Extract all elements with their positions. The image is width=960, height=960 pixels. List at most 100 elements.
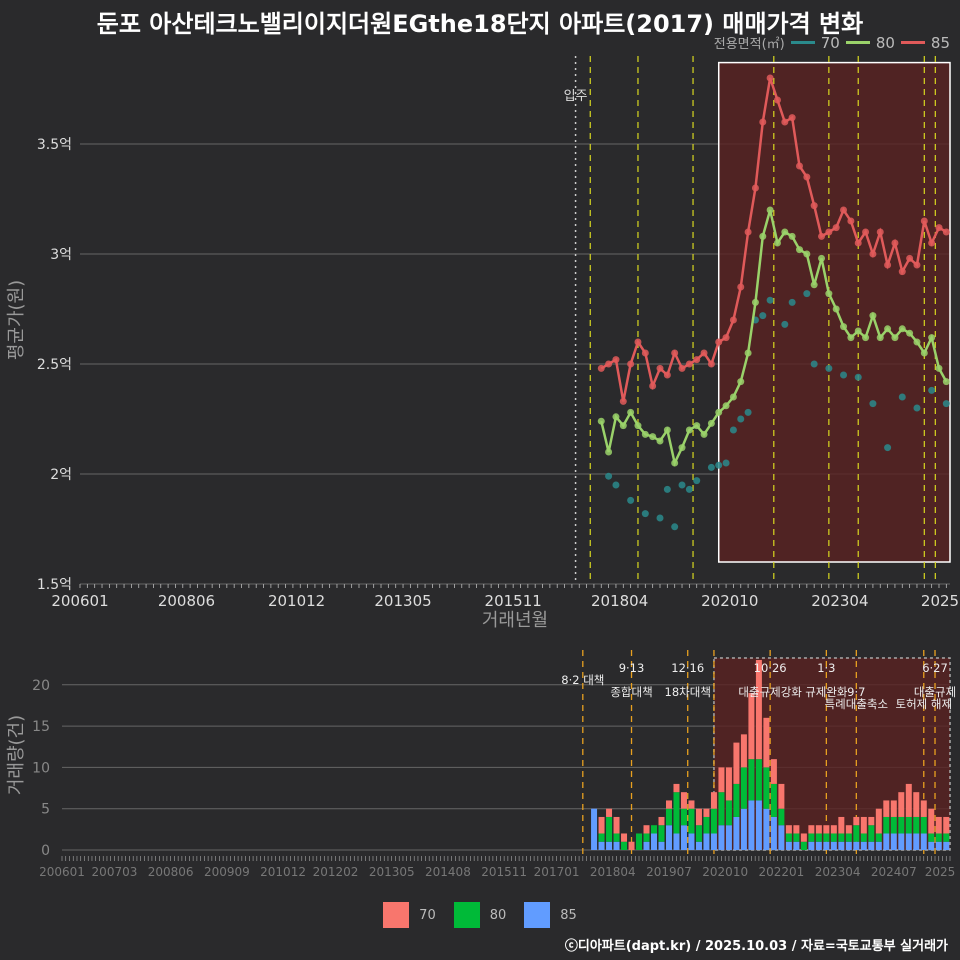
volume-bar-80 <box>718 792 725 826</box>
data-point-85 <box>869 250 877 258</box>
volume-bar-80 <box>913 816 920 834</box>
volume-bar-85 <box>591 808 598 850</box>
data-point-70 <box>840 371 848 379</box>
data-point-80 <box>722 402 730 410</box>
volume-bar-85 <box>651 833 657 850</box>
data-point-70 <box>722 459 730 467</box>
data-point-85 <box>876 228 884 236</box>
data-point-85 <box>744 228 752 236</box>
volume-bar-70 <box>770 759 777 784</box>
data-point-85 <box>847 217 855 225</box>
data-point-70 <box>737 415 745 423</box>
x-tick-label: 202010 <box>701 592 758 610</box>
data-point-70 <box>913 404 921 412</box>
volume-bar-80 <box>800 841 807 850</box>
volume-bar-80 <box>898 816 905 834</box>
data-point-80 <box>649 433 657 441</box>
volume-bar-80 <box>860 833 867 842</box>
data-point-80 <box>906 329 914 337</box>
volume-bar-70 <box>733 742 740 784</box>
policy-label: 8·2 대책 <box>561 673 604 687</box>
data-point-80 <box>759 232 767 240</box>
data-point-80 <box>920 349 928 357</box>
x-axis-label: 거래년월 <box>482 610 548 631</box>
volume-bar-70 <box>755 660 762 760</box>
bottom-legend-item-80: 80 <box>453 902 506 928</box>
volume-bar-85 <box>943 841 950 850</box>
bottom-y-tick-label: 5 <box>41 802 50 818</box>
data-point-70 <box>810 360 818 368</box>
price-chart: 1.5억 2억 2.5억 3억 3.5억 입주 200601 200806 201012 2013… <box>6 56 959 631</box>
data-point-80 <box>788 232 796 240</box>
volume-bar-70 <box>680 792 687 809</box>
bottom-y-tick-label: 15 <box>32 719 50 735</box>
volume-bar-85 <box>935 841 942 850</box>
volume-bar-70 <box>913 792 920 817</box>
volume-bar-80 <box>665 808 672 826</box>
data-point-80 <box>825 290 833 298</box>
legend-title: 전용면적(㎡) <box>713 37 785 52</box>
data-point-85 <box>935 224 943 232</box>
policy-label: 대출규제 <box>914 685 956 699</box>
data-point-70 <box>928 386 936 394</box>
data-point-70 <box>884 444 892 452</box>
volume-bar-80 <box>778 808 785 826</box>
volume-bar-80 <box>920 816 927 834</box>
volume-bar-85 <box>808 841 815 850</box>
data-point-70 <box>685 485 693 493</box>
legend-item-85: 85 <box>900 34 950 52</box>
data-point-85 <box>737 283 745 291</box>
bottom-x-tick-label: 200601 <box>39 865 85 879</box>
policy-label: 18차대책 <box>665 685 711 699</box>
data-point-85 <box>840 206 848 214</box>
data-point-80 <box>597 417 605 425</box>
policy-label: 대출규제강화 <box>738 685 802 699</box>
x-tick-label: 201012 <box>268 592 325 610</box>
bottom-legend-label-85: 85 <box>560 907 577 923</box>
y-tick-label: 3억 <box>50 247 72 263</box>
volume-bar-70 <box>703 808 710 817</box>
volume-bar-70 <box>643 825 650 834</box>
bottom-x-tick-label: 201408 <box>425 865 471 879</box>
data-point-80 <box>766 206 774 214</box>
volume-bar-80 <box>868 825 875 842</box>
volume-bar-80 <box>883 816 890 834</box>
volume-bar-85 <box>748 800 755 850</box>
volume-bar-80 <box>815 833 822 842</box>
policy-label: 9·13 <box>619 661 645 675</box>
volume-bar-85 <box>658 841 665 850</box>
legend-line-70 <box>790 41 815 44</box>
data-point-85 <box>795 162 803 170</box>
data-point-80 <box>803 250 811 258</box>
data-point-80 <box>707 419 715 427</box>
volume-bar-85 <box>868 841 875 850</box>
volume-bar-70 <box>928 808 935 834</box>
data-point-85 <box>766 74 774 82</box>
data-point-85 <box>627 360 635 368</box>
volume-bar-80 <box>928 833 935 842</box>
data-point-85 <box>862 228 870 236</box>
volume-bar-70 <box>725 767 732 801</box>
data-point-80 <box>685 426 693 434</box>
data-point-80 <box>715 408 723 416</box>
y-axis-label: 평균가(원) <box>6 280 27 360</box>
policy-label: 1·3 <box>817 661 835 675</box>
volume-bar-85 <box>778 825 785 850</box>
move-in-label: 입주 <box>564 89 588 104</box>
volume-bar-80 <box>703 816 710 834</box>
data-point-70 <box>803 290 811 298</box>
data-point-85 <box>810 202 818 210</box>
bottom-legend-item-70: 70 <box>383 902 436 928</box>
bottom-x-tick-label: 201701 <box>534 865 580 879</box>
data-point-85 <box>597 364 605 372</box>
volume-bar-70 <box>808 825 815 834</box>
data-point-70 <box>744 408 752 416</box>
data-point-70 <box>766 296 774 304</box>
data-point-85 <box>825 228 833 236</box>
volume-bar-80 <box>770 783 777 817</box>
bottom-highlight-region <box>713 657 951 851</box>
data-point-85 <box>715 338 723 346</box>
data-point-85 <box>773 96 781 104</box>
data-point-85 <box>803 173 811 181</box>
volume-bar-70 <box>606 808 613 817</box>
